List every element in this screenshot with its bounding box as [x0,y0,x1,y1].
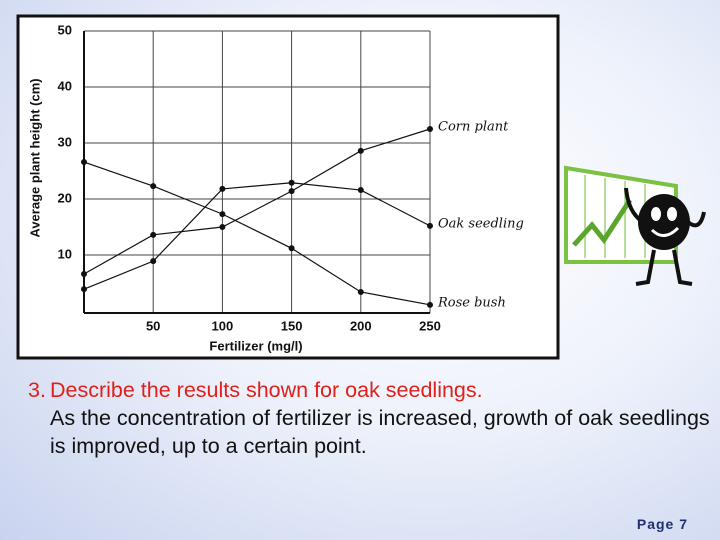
data-point [150,258,157,265]
y-axis-title: Average plant height (cm) [27,78,42,237]
series-label: Corn plant [438,120,509,135]
data-point [357,187,364,194]
x-tick-label: 100 [212,318,234,333]
data-point [81,159,87,166]
data-point [219,224,226,230]
x-axis-title: Fertilizer (mg/l) [209,338,302,353]
y-tick-label: 30 [58,134,72,149]
series-line [83,182,431,290]
data-point [427,222,433,229]
data-point [288,188,295,195]
x-tick-label: 150 [281,318,303,333]
series-label: Rose bush [437,295,506,310]
x-tick-label: 250 [419,318,441,333]
answer: As the concentration of fertilizer is in… [50,406,710,458]
y-tick-label: 20 [58,190,72,205]
question-block: 3. Describe the results shown for oak se… [28,376,718,460]
data-point [427,126,433,132]
data-point [81,271,87,278]
data-point [288,245,295,252]
data-point [150,183,157,190]
x-tick-label: 50 [146,318,160,333]
series-label: Oak seedling [438,216,524,231]
data-point [427,301,433,308]
question-number: 3. [28,378,46,402]
y-tick-label: 50 [58,22,72,37]
data-point [219,185,226,192]
clipart [564,165,706,286]
data-point [150,231,157,238]
y-tick-label: 40 [58,78,72,93]
x-tick-label: 200 [350,318,372,333]
data-point [357,288,364,295]
data-point [81,286,87,293]
page-number: Page 7 [636,516,688,532]
data-point [219,211,226,218]
question: Describe the results shown for oak seedl… [50,378,483,402]
series-line [83,128,431,275]
series-line [83,161,431,306]
data-point [357,147,364,154]
chart-frame [16,14,560,360]
y-tick-label: 10 [58,246,72,261]
data-point [288,179,295,186]
chart: Fertilizer (mg/l) Average plant height (… [16,14,706,360]
